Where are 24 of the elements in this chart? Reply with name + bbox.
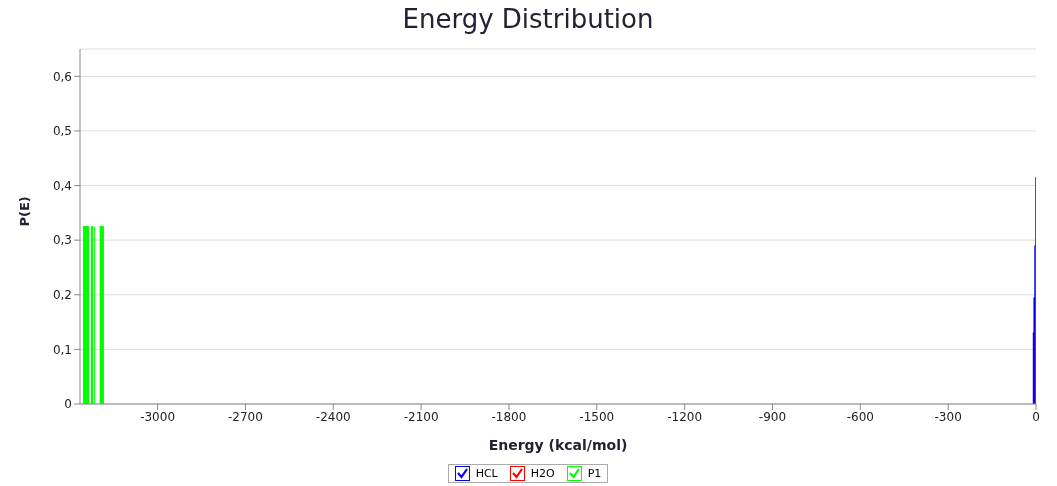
y-tick-label: 0,1 bbox=[52, 342, 72, 357]
y-tick-label: 0,3 bbox=[52, 233, 72, 248]
x-tick-label: -1800 bbox=[491, 409, 527, 424]
legend-label: H2O bbox=[529, 466, 555, 481]
x-tick-label: -2700 bbox=[228, 409, 263, 424]
y-tick-label: 0,5 bbox=[52, 124, 72, 139]
y-axis-title: P(E) bbox=[16, 196, 32, 227]
y-tick-label: 0,2 bbox=[52, 288, 72, 303]
chart-title: Energy Distribution bbox=[401, 4, 655, 36]
x-tick-label: -900 bbox=[758, 409, 787, 424]
x-tick-label: -300 bbox=[934, 409, 962, 424]
x-tick-label: -600 bbox=[846, 409, 874, 424]
legend-label: HCL bbox=[474, 466, 498, 481]
x-tick-label: -3000 bbox=[140, 409, 176, 424]
x-axis-title: Energy (kcal/mol) bbox=[488, 437, 628, 453]
y-tick-label: 0,6 bbox=[52, 69, 72, 84]
y-tick-label: 0 bbox=[64, 397, 72, 412]
x-tick-label: -2400 bbox=[315, 409, 351, 424]
x-tick-label: 0 bbox=[1032, 409, 1040, 424]
x-tick-label: -2100 bbox=[403, 409, 439, 424]
x-tick-label: -1500 bbox=[579, 409, 615, 424]
x-tick-label: -1200 bbox=[667, 409, 703, 424]
y-tick-label: 0,4 bbox=[52, 178, 72, 193]
legend-label: P1 bbox=[586, 466, 602, 481]
